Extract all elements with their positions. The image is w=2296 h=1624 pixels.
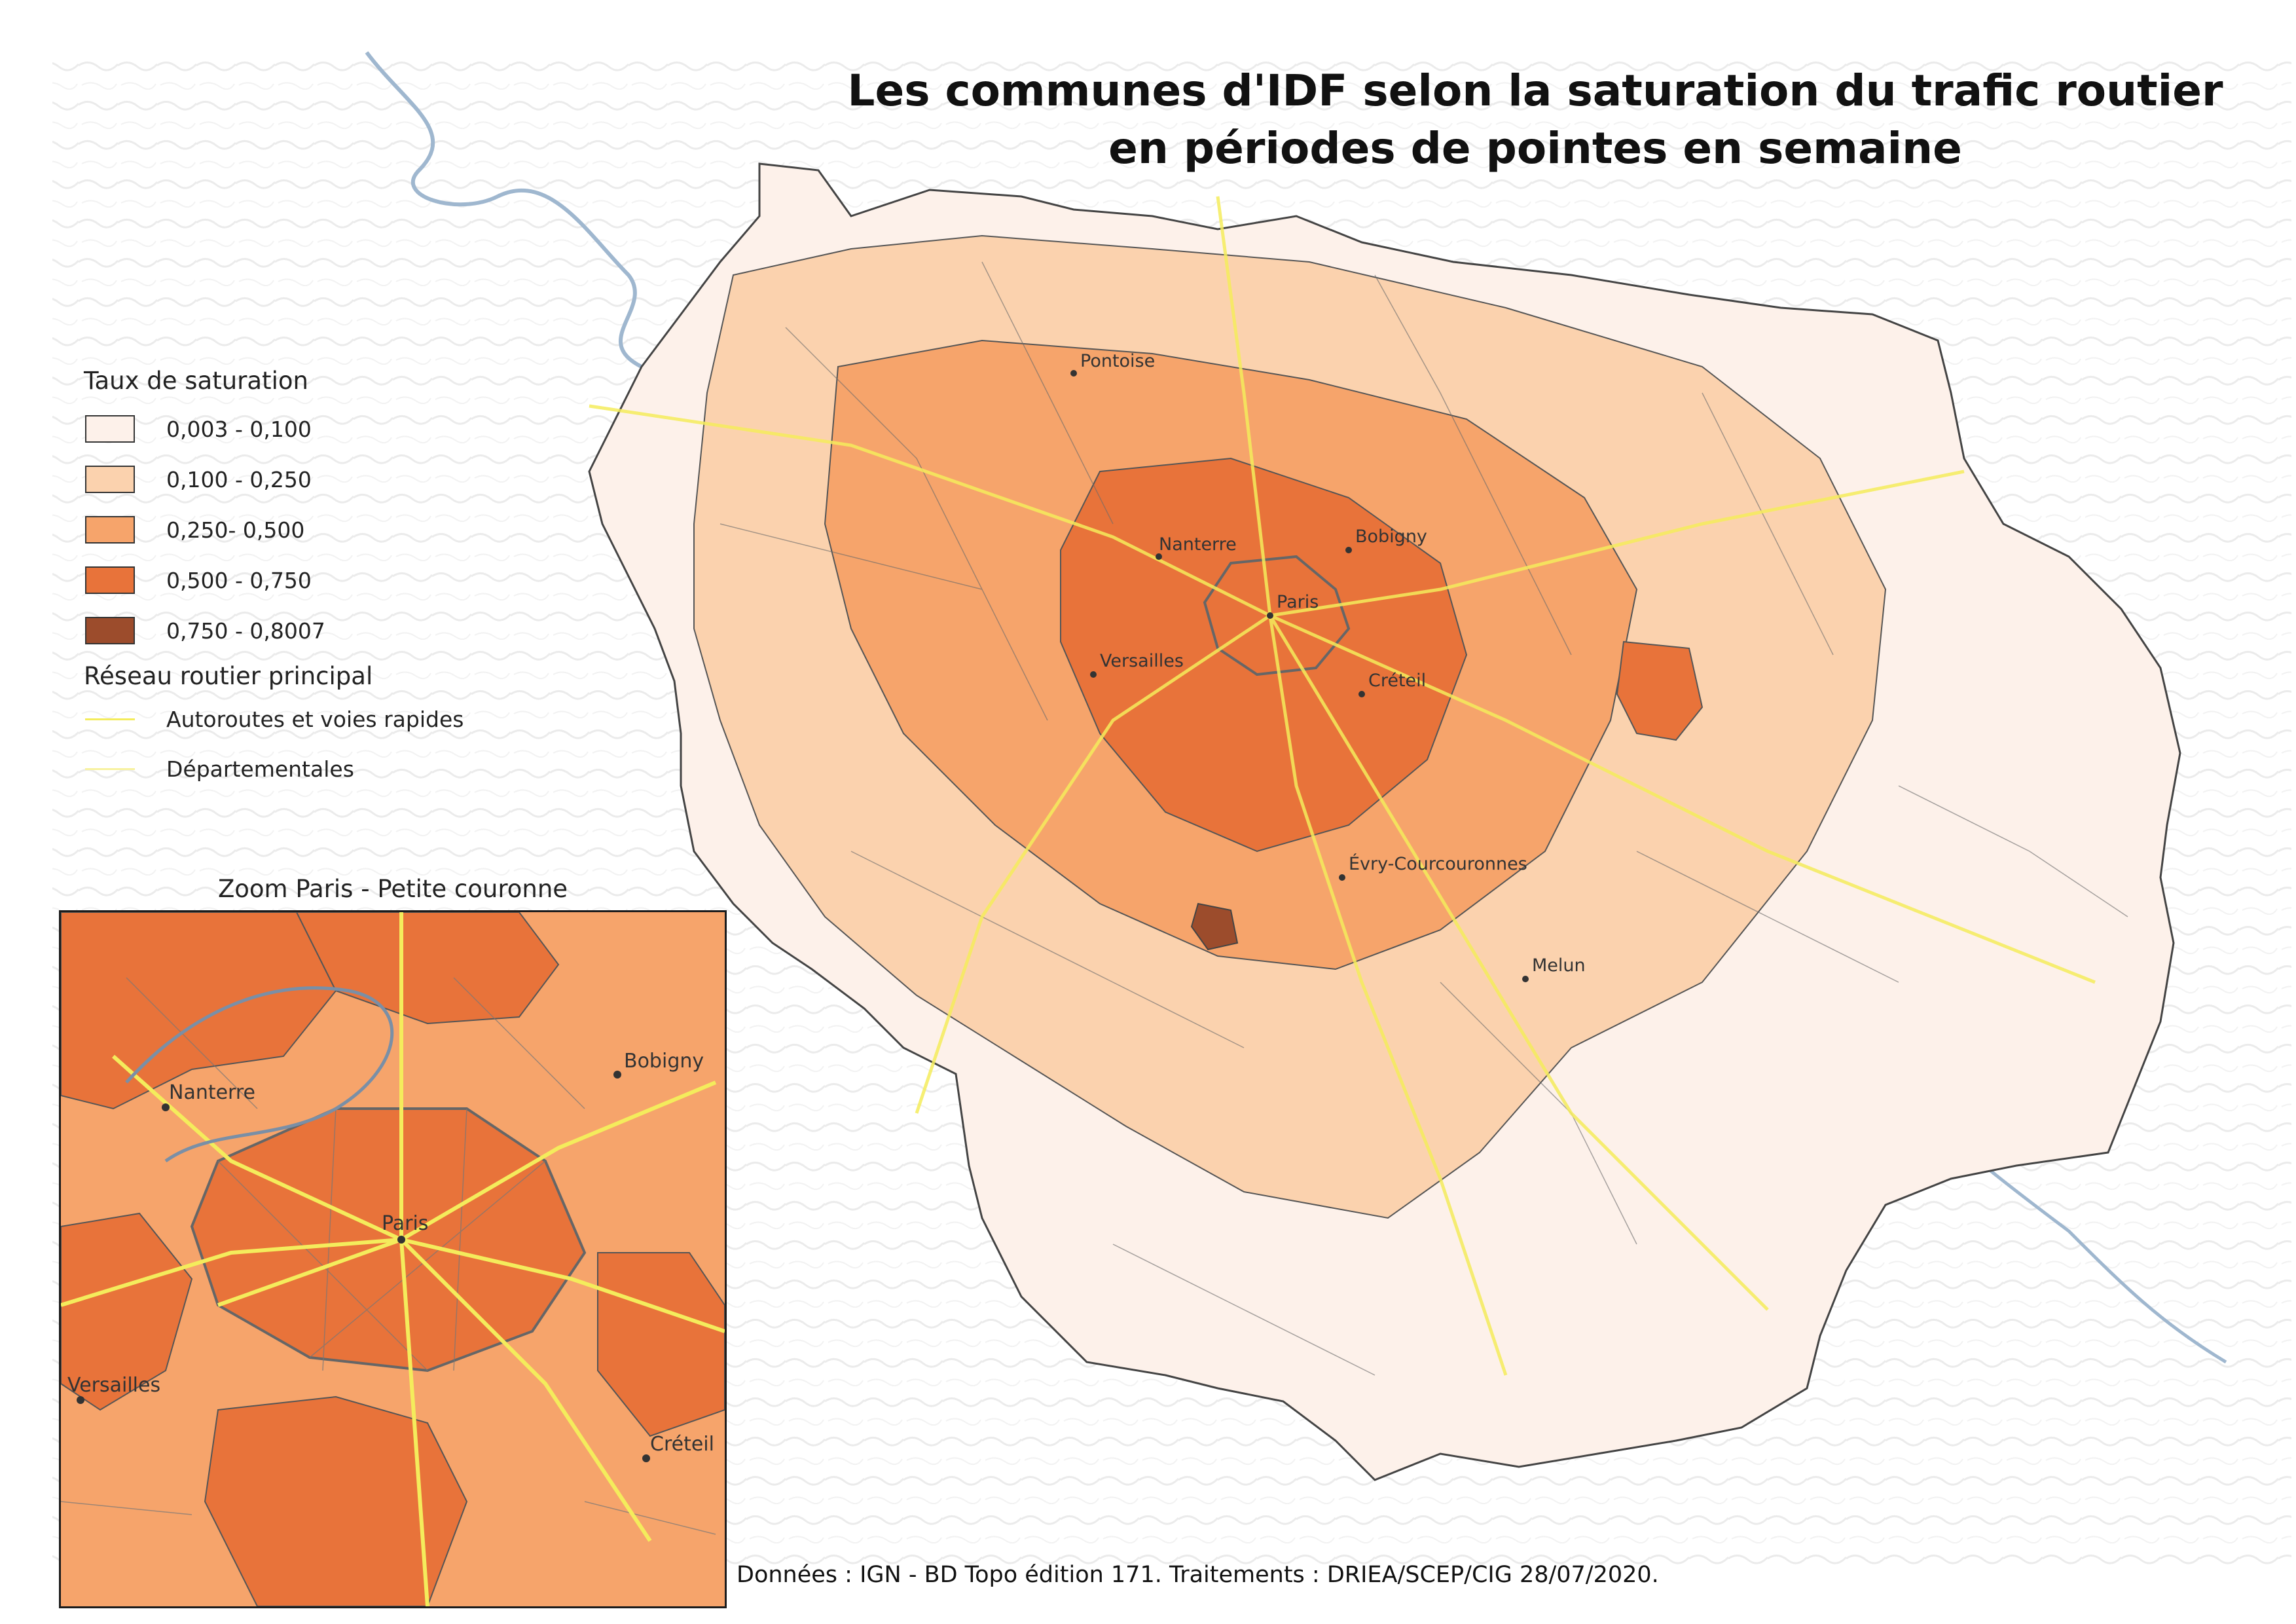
inset-city-markers: Nanterre Bobigny Paris Versailles Crétei… (67, 1050, 714, 1462)
svg-text:Paris: Paris (1277, 592, 1319, 612)
svg-text:Évry-Courcouronnes: Évry-Courcouronnes (1349, 853, 1527, 874)
map-title-line2: en périodes de pointes en semaine (1108, 123, 1962, 174)
legend-line-highway (85, 718, 135, 720)
inset-city-creteil[interactable]: Créteil (642, 1433, 714, 1462)
legend-class-4: 0,500 - 0,750 (84, 561, 581, 600)
city-evry-courcouronnes[interactable]: Évry-Courcouronnes (1339, 853, 1527, 881)
legend-label-highway: Autoroutes et voies rapides (166, 706, 464, 732)
source-credit: Données : IGN - BD Topo édition 171. Tra… (737, 1562, 1659, 1588)
inset-zone-south[interactable] (204, 1395, 468, 1606)
legend-label-departmental: Départementales (166, 756, 354, 782)
legend-saturation-heading: Taux de saturation (84, 367, 308, 395)
city-pontoise[interactable]: Pontoise (1070, 351, 1155, 377)
city-markers: Pontoise Nanterre Bobigny Paris Versaill… (1070, 351, 1586, 982)
city-versailles[interactable]: Versailles (1090, 651, 1184, 678)
svg-text:Bobigny: Bobigny (1355, 526, 1427, 547)
legend-swatch-5 (85, 617, 135, 644)
legend-swatch-3 (85, 516, 135, 544)
legend-class-3: 0,250- 0,500 (84, 510, 581, 549)
inset-city-bobigny[interactable]: Bobigny (613, 1050, 704, 1079)
svg-text:Nanterre: Nanterre (1159, 534, 1237, 555)
commune-boundaries (720, 261, 2128, 1376)
svg-text:Pontoise: Pontoise (1080, 351, 1155, 371)
inset-river-seine (125, 986, 394, 1163)
region-zones (588, 162, 2181, 1481)
legend-class-1: 0,003 - 0,100 (84, 409, 581, 449)
svg-text:Créteil: Créteil (1368, 671, 1426, 691)
city-paris[interactable]: Paris (1267, 592, 1319, 619)
legend: Taux de saturation 0,003 - 0,100 0,100 -… (84, 367, 581, 799)
river-seine-west (365, 51, 643, 369)
inset-title: Zoom Paris - Petite couronne (217, 875, 568, 903)
map-title-line1: Les communes d'IDF selon la saturation d… (847, 65, 2223, 116)
legend-line-departmental (85, 767, 135, 770)
legend-swatch-2 (85, 466, 135, 493)
svg-text:Paris: Paris (382, 1212, 428, 1235)
svg-text:Melun: Melun (1532, 955, 1586, 976)
legend-label-5: 0,750 - 0,8007 (166, 618, 325, 644)
inset-city-paris[interactable]: Paris (382, 1212, 428, 1244)
inset-map: Nanterre Bobigny Paris Versailles Crétei… (59, 910, 727, 1608)
legend-road-departmental: Départementales (84, 749, 581, 788)
legend-swatch-1 (85, 415, 135, 443)
road-network (589, 196, 2096, 1376)
svg-text:Bobigny: Bobigny (624, 1050, 704, 1073)
svg-text:Versailles: Versailles (1100, 651, 1184, 671)
svg-text:Versailles: Versailles (67, 1374, 160, 1397)
legend-class-2: 0,100 - 0,250 (84, 460, 581, 499)
inset-map-svg: Nanterre Bobigny Paris Versailles Crétei… (61, 912, 725, 1606)
legend-label-4: 0,500 - 0,750 (166, 567, 312, 593)
map-title: Les communes d'IDF selon la saturation d… (805, 62, 2265, 177)
legend-label-2: 0,100 - 0,250 (166, 466, 312, 492)
legend-label-1: 0,003 - 0,100 (166, 416, 312, 442)
city-melun[interactable]: Melun (1522, 955, 1586, 982)
inset-city-nanterre[interactable]: Nanterre (162, 1081, 255, 1111)
inset-city-versailles[interactable]: Versailles (67, 1374, 160, 1404)
legend-road-highway: Autoroutes et voies rapides (84, 699, 581, 739)
svg-text:Nanterre: Nanterre (169, 1081, 255, 1104)
zone-south-max[interactable] (1190, 902, 1239, 951)
city-creteil[interactable]: Créteil (1358, 671, 1426, 697)
svg-text:Créteil: Créteil (650, 1433, 714, 1456)
legend-class-5: 0,750 - 0,8007 (84, 611, 581, 650)
inset-zone-west[interactable] (61, 1212, 193, 1411)
city-nanterre[interactable]: Nanterre (1156, 534, 1237, 560)
zone-east-hotspot[interactable] (1616, 640, 1704, 741)
legend-roads-heading: Réseau routier principal (84, 662, 373, 690)
legend-swatch-4 (85, 566, 135, 594)
legend-label-3: 0,250- 0,500 (166, 517, 305, 543)
city-bobigny[interactable]: Bobigny (1345, 526, 1427, 553)
